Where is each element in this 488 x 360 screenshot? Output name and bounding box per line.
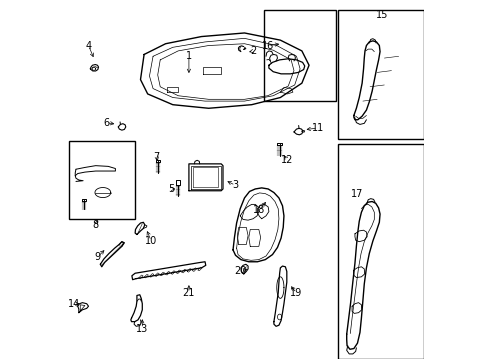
Text: 17: 17 xyxy=(350,189,363,199)
Text: 4: 4 xyxy=(85,41,91,50)
Text: 14: 14 xyxy=(68,299,80,309)
Text: 15: 15 xyxy=(376,10,388,20)
Text: 2: 2 xyxy=(250,46,256,56)
Text: 6: 6 xyxy=(103,118,109,128)
Text: 9: 9 xyxy=(94,252,101,262)
Text: 21: 21 xyxy=(183,288,195,298)
Text: 18: 18 xyxy=(252,206,264,216)
Text: 7: 7 xyxy=(153,152,160,162)
Text: 11: 11 xyxy=(311,123,324,133)
Text: 12: 12 xyxy=(281,155,293,165)
Text: 1: 1 xyxy=(185,51,192,61)
Text: 3: 3 xyxy=(232,180,238,190)
Text: 19: 19 xyxy=(290,288,302,298)
Text: 8: 8 xyxy=(92,220,99,230)
Text: 13: 13 xyxy=(136,324,148,334)
Bar xyxy=(337,144,423,359)
Text: 10: 10 xyxy=(145,236,157,246)
Bar xyxy=(264,10,335,101)
Text: 20: 20 xyxy=(234,266,246,276)
Bar xyxy=(69,140,135,220)
Bar xyxy=(337,10,423,139)
Text: 16: 16 xyxy=(261,41,273,50)
Text: 5: 5 xyxy=(167,184,174,194)
